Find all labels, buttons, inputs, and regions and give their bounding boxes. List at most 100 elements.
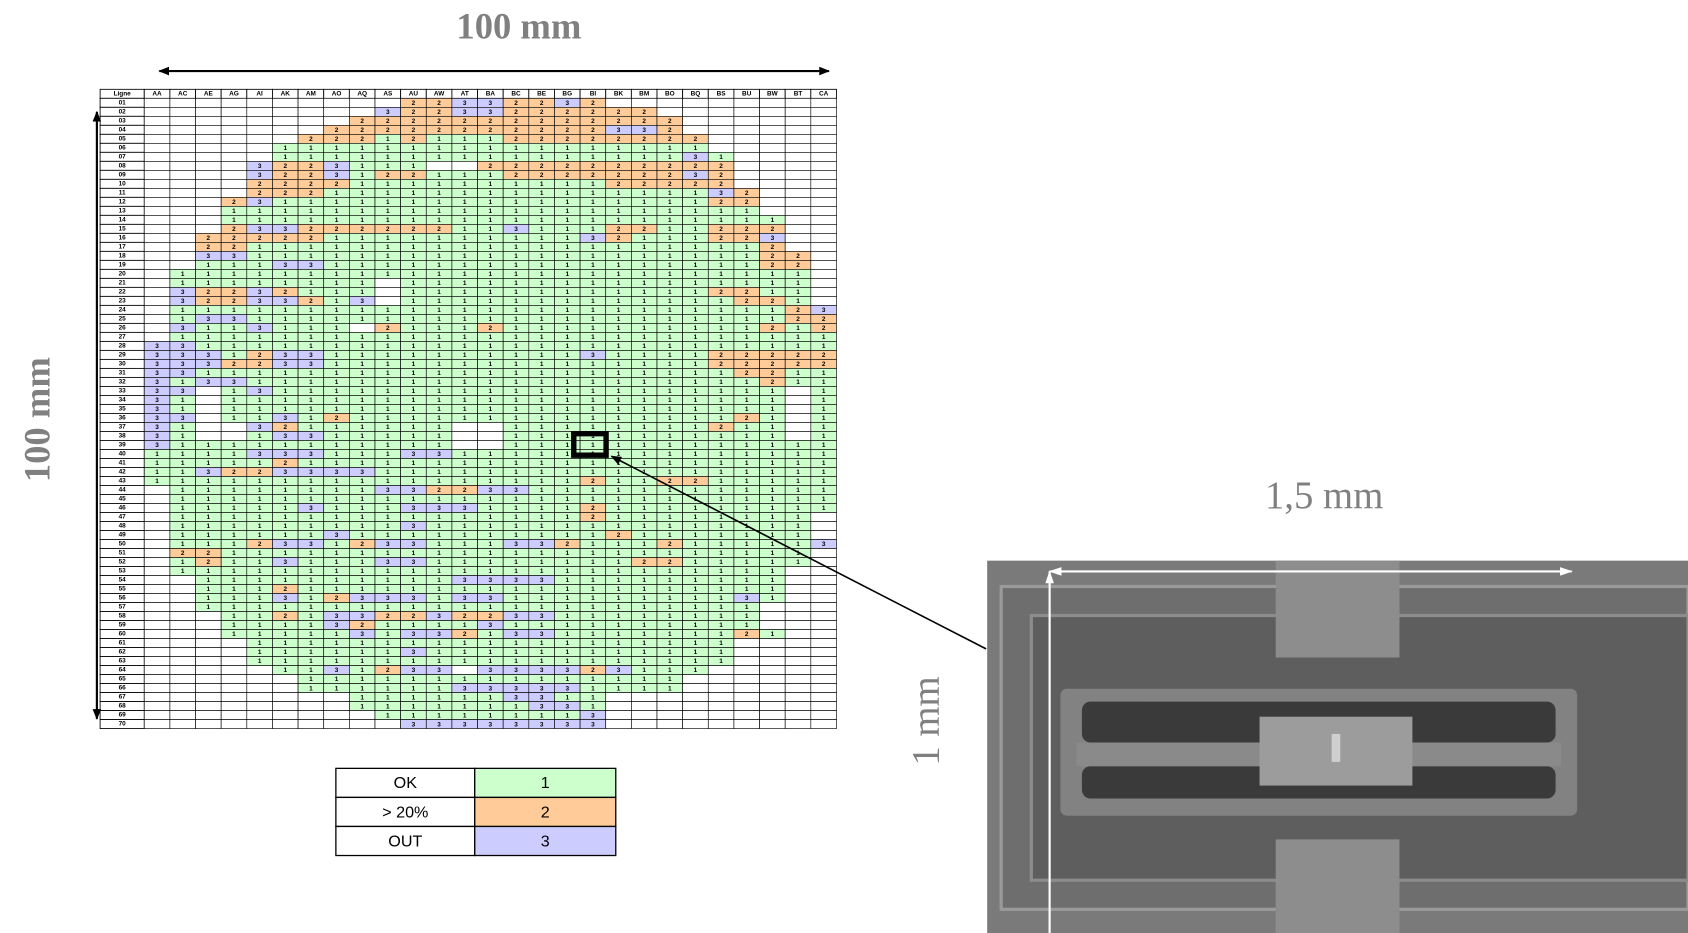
die-value: 1 [745, 451, 749, 458]
die-value: 3 [463, 685, 467, 692]
die-value: 1 [309, 514, 313, 521]
die-cell [169, 692, 196, 702]
die-value: 1 [335, 388, 339, 395]
die-value: 1 [668, 631, 672, 638]
die-value: 3 [540, 613, 544, 620]
die-value: 2 [591, 172, 595, 179]
die-value: 1 [617, 415, 621, 422]
die-value: 1 [283, 622, 287, 629]
die-value: 3 [412, 505, 416, 512]
die-value: 3 [822, 307, 826, 314]
die-value: 1 [540, 208, 544, 215]
die-value: 2 [771, 244, 775, 251]
die-value: 1 [771, 532, 775, 539]
wafer-width-label: 100 mm [456, 6, 581, 47]
die-value: 1 [386, 469, 390, 476]
die-value: 1 [463, 676, 467, 683]
die-cell [323, 701, 350, 711]
die-value: 1 [232, 352, 236, 359]
die-value: 1 [232, 604, 236, 611]
row-label: 63 [119, 658, 127, 665]
die-value: 1 [694, 595, 698, 602]
die-value: 1 [309, 523, 313, 530]
die-value: 1 [437, 154, 441, 161]
die-value: 1 [360, 388, 364, 395]
die-value: 1 [463, 478, 467, 485]
die-cell [810, 161, 837, 171]
die-value: 1 [565, 550, 569, 557]
die-value: 3 [642, 127, 646, 134]
die-value: 1 [565, 694, 569, 701]
die-value: 3 [155, 406, 159, 413]
die-value: 3 [412, 649, 416, 656]
die-value: 1 [489, 280, 493, 287]
die-value: 1 [668, 307, 672, 314]
die-value: 1 [412, 271, 416, 278]
die-value: 1 [719, 280, 723, 287]
die-value: 1 [463, 604, 467, 611]
die-value: 1 [668, 613, 672, 620]
die-value: 1 [719, 487, 723, 494]
die-value: 1 [642, 442, 646, 449]
row-label: 69 [119, 712, 127, 719]
die-value: 1 [668, 289, 672, 296]
die-value: 1 [591, 568, 595, 575]
die-value: 1 [591, 271, 595, 278]
die-value: 3 [283, 541, 287, 548]
die-value: 1 [796, 469, 800, 476]
die-value: 1 [565, 577, 569, 584]
die-value: 2 [694, 136, 698, 143]
die-value: 3 [283, 595, 287, 602]
die-value: 1 [642, 316, 646, 323]
die-value: 2 [437, 226, 441, 233]
die-value: 3 [309, 541, 313, 548]
die-value: 2 [283, 235, 287, 242]
die-value: 1 [412, 694, 416, 701]
die-cell [810, 719, 837, 729]
die-cell [759, 683, 786, 693]
die-value: 1 [360, 667, 364, 674]
die-cell [733, 107, 760, 117]
die-cell [707, 692, 735, 702]
die-value: 2 [796, 307, 800, 314]
die-value: 3 [309, 262, 313, 269]
die-cell [605, 701, 632, 711]
die-value: 1 [386, 208, 390, 215]
die-cell [733, 683, 760, 693]
die-value: 1 [642, 478, 646, 485]
die-value: 1 [360, 586, 364, 593]
die-cell [169, 602, 196, 612]
die-cell [349, 719, 376, 729]
die-value: 1 [565, 199, 569, 206]
die-value: 1 [412, 550, 416, 557]
die-cell [784, 224, 812, 234]
die-value: 1 [565, 631, 569, 638]
die-value: 1 [514, 145, 518, 152]
die-value: 1 [283, 532, 287, 539]
die-value: 1 [668, 460, 672, 467]
row-label: 39 [119, 442, 127, 449]
die-value: 1 [745, 280, 749, 287]
die-value: 1 [335, 325, 339, 332]
column-label: BI [590, 91, 597, 98]
die-value: 3 [232, 379, 236, 386]
die-value: 1 [514, 361, 518, 368]
die-value: 1 [771, 577, 775, 584]
die-cell [810, 197, 837, 207]
die-value: 2 [335, 226, 339, 233]
die-cell [195, 710, 222, 720]
die-value: 1 [745, 262, 749, 269]
die-value: 1 [719, 370, 723, 377]
die-value: 1 [822, 397, 826, 404]
die-value: 1 [565, 352, 569, 359]
die-value: 1 [360, 190, 364, 197]
die-value: 2 [694, 163, 698, 170]
die-value: 1 [309, 154, 313, 161]
die-value: 1 [463, 586, 467, 593]
die-value: 1 [412, 577, 416, 584]
die-value: 2 [283, 586, 287, 593]
die-value: 1 [540, 460, 544, 467]
die-value: 1 [360, 703, 364, 710]
die-cell [246, 692, 273, 702]
column-label: BT [794, 91, 803, 98]
